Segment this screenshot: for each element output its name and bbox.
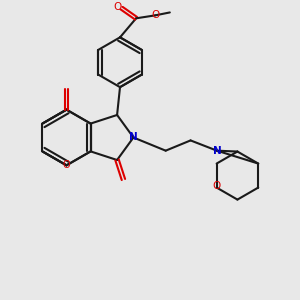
Text: O: O [151, 11, 159, 20]
Text: O: O [114, 2, 122, 12]
Text: N: N [213, 146, 221, 156]
Text: N: N [129, 133, 138, 142]
Text: O: O [212, 181, 221, 191]
Text: O: O [63, 160, 70, 170]
